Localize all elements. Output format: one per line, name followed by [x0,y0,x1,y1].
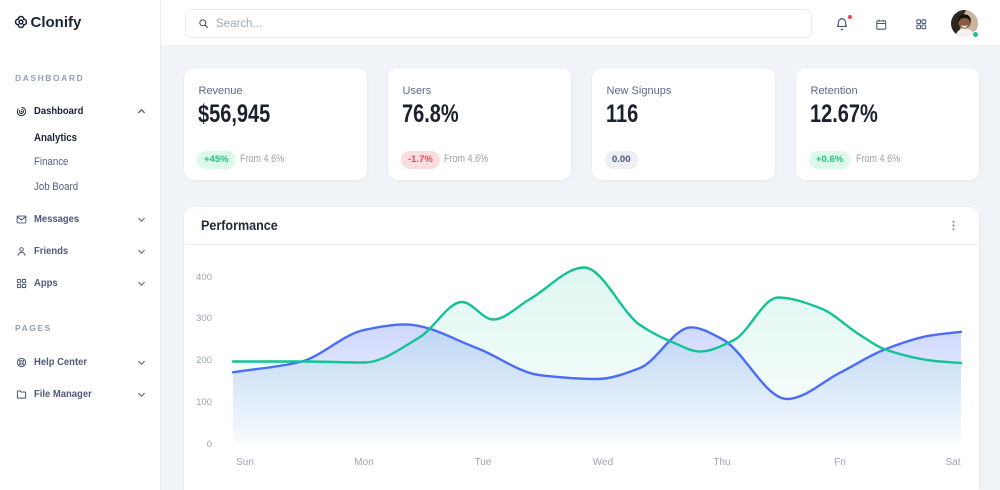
svg-text:100: 100 [196,397,212,408]
svg-text:Fri: Fri [834,457,846,468]
svg-text:0: 0 [207,439,212,450]
svg-text:300: 300 [196,313,212,324]
svg-text:Sun: Sun [236,457,254,468]
svg-text:400: 400 [196,272,212,283]
svg-text:200: 200 [196,355,212,366]
svg-text:Sat: Sat [945,457,960,468]
svg-text:Wed: Wed [593,457,613,468]
svg-text:Tue: Tue [475,457,492,468]
svg-text:Mon: Mon [354,457,373,468]
svg-text:Thu: Thu [713,457,730,468]
